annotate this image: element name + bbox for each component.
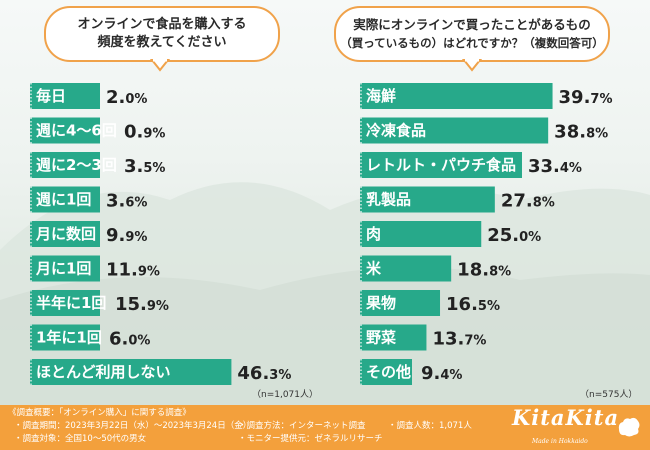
frequency-bar	[30, 152, 100, 178]
frequency-value-label: 3.6%	[106, 191, 147, 212]
background-landscape	[0, 182, 650, 405]
purchased-items-bar-chart: 海鮮 39.7% 冷凍食品 38.8% レトルト・パウチ食品 33.4% 乳製品 27.8% 肉…	[360, 83, 613, 385]
left-bubble-tail	[150, 58, 170, 72]
item-category-label: 野菜	[366, 329, 396, 347]
item-bar	[360, 255, 452, 282]
item-category-label: レトルト・パウチ食品	[366, 156, 516, 174]
item-category-label: 冷凍食品	[366, 122, 426, 140]
item-bar	[360, 290, 441, 316]
frequency-value-label: 11.9%	[106, 260, 160, 281]
item-value-label: 39.7%	[559, 87, 613, 108]
item-bar	[360, 324, 427, 351]
right-question-bubble: 実際にオンラインで買ったことがあるもの （買っているもの）はどれですか？（複数回…	[334, 6, 610, 62]
kitakita-logo-subtitle: Made in Hokkaido	[532, 438, 588, 445]
frequency-bar	[30, 359, 232, 385]
right-sample-size: （n=575人）	[580, 390, 638, 400]
right-bubble-tail	[462, 58, 482, 72]
frequency-value-label: 46.3%	[237, 363, 291, 384]
survey-provider: ・モニター提供元：ゼネラルリサーチ	[238, 434, 383, 444]
item-value-label: 27.8%	[501, 191, 555, 212]
item-value-label: 13.7%	[432, 329, 486, 350]
item-value-label: 33.4%	[528, 156, 582, 177]
right-question-line-2: （買っているもの）はどれですか？（複数回答可）	[340, 36, 604, 50]
survey-footer: 《調査概要：「オンライン購入」に関する調査》 ・調査期間：2023年3月22日（…	[0, 405, 650, 450]
frequency-value-label: 6.0%	[109, 329, 150, 350]
survey-overview: 《調査概要：「オンライン購入」に関する調査》	[8, 408, 191, 418]
frequency-value-label: 9.9%	[106, 225, 147, 246]
kitakita-logo: KitaKita	[512, 405, 620, 430]
item-category-label: 米	[366, 260, 382, 278]
frequency-bar-chart: 毎日 2.0% 週に4〜6回 0.9% 週に2〜3回 3.5% 週に1回 3.6% 月に数回 9.…	[30, 83, 291, 385]
item-value-label: 16.5%	[446, 294, 500, 315]
frequency-value-label: 15.9%	[115, 294, 169, 315]
frequency-bar	[30, 83, 100, 109]
item-value-label: 25.0%	[487, 225, 541, 246]
frequency-category-label: 月に1回	[35, 260, 91, 278]
item-bar	[360, 359, 412, 385]
item-category-label: 肉	[366, 225, 381, 243]
frequency-category-label: 週に4〜6回	[36, 122, 117, 140]
right-question-line-1: 実際にオンラインで買ったことがあるもの	[353, 17, 591, 32]
frequency-value-label: 0.9%	[124, 122, 165, 143]
left-question-line-1: オンラインで食品を購入する	[77, 17, 247, 32]
item-category-label: その他	[366, 363, 411, 381]
survey-target: ・調査対象：全国10〜50代の男女	[14, 434, 147, 444]
item-bar	[360, 117, 549, 144]
survey-count: ・調査人数：1,071人	[388, 421, 472, 431]
frequency-bar	[30, 221, 100, 247]
frequency-bar	[30, 290, 100, 316]
frequency-category-label: 週に1回	[36, 191, 91, 209]
frequency-category-label: 半年に1回	[36, 294, 106, 312]
item-value-label: 9.4%	[421, 363, 462, 384]
frequency-category-label: ほとんど利用しない	[36, 363, 171, 381]
frequency-category-label: 週に2〜3回	[36, 156, 117, 174]
frequency-value-label: 3.5%	[124, 156, 165, 177]
left-question-line-2: 頻度を教えてください	[97, 35, 227, 50]
item-category-label: 果物	[365, 294, 396, 312]
item-bar	[360, 83, 553, 109]
item-bar	[360, 152, 522, 178]
frequency-category-label: 毎日	[36, 87, 66, 105]
frequency-category-label: 1年に1回	[36, 329, 102, 347]
frequency-bar	[30, 324, 100, 351]
item-category-label: 海鮮	[366, 87, 396, 105]
survey-period: ・調査期間：2023年3月22日（水）〜2023年3月24日（金）	[14, 421, 252, 431]
frequency-bar	[30, 186, 100, 213]
left-sample-size: （n=1,071人）	[252, 390, 319, 400]
frequency-category-label: 月に数回	[35, 225, 96, 243]
survey-method: ・調査方法：インターネット調査	[238, 421, 366, 431]
item-category-label: 乳製品	[366, 191, 411, 209]
hokkaido-shape-icon	[618, 417, 640, 437]
item-value-label: 38.8%	[554, 122, 608, 143]
frequency-value-label: 2.0%	[106, 87, 147, 108]
frequency-bar	[30, 255, 100, 282]
item-bar	[360, 221, 482, 247]
frequency-bar	[30, 117, 100, 144]
item-value-label: 18.8%	[457, 260, 511, 281]
item-bar	[360, 186, 495, 213]
